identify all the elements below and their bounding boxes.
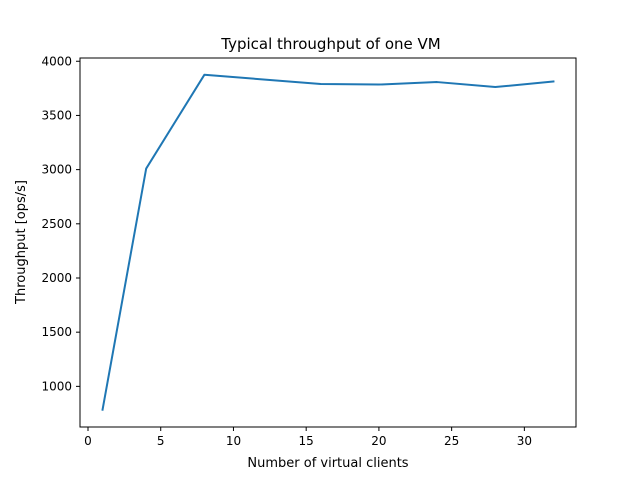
x-tick-label: 25 [444, 434, 459, 448]
y-tick-label: 3500 [41, 108, 72, 122]
x-tick-label: 15 [299, 434, 314, 448]
axes-frame [79, 57, 577, 428]
x-tick-label: 10 [226, 434, 241, 448]
y-tick-label: 1500 [41, 325, 72, 339]
plot-area [79, 57, 577, 428]
chart-title: Typical throughput of one VM [220, 35, 441, 53]
y-axis: 1000 1500 2000 2500 3000 3500 4000 [41, 54, 80, 393]
x-axis: 0 5 10 15 20 25 30 [84, 427, 532, 448]
y-tick-label: 2500 [41, 217, 72, 231]
x-tick-label: 0 [84, 434, 92, 448]
y-tick-label: 2000 [41, 271, 72, 285]
y-tick-label: 1000 [41, 379, 72, 393]
x-tick-label: 20 [371, 434, 386, 448]
series-line-0 [101, 73, 555, 411]
y-tick-label: 4000 [41, 54, 72, 68]
x-tick-label: 5 [157, 434, 165, 448]
y-tick-label: 3000 [41, 163, 72, 177]
x-tick-label: 30 [517, 434, 532, 448]
y-axis-label: Throughput [ops/s] [14, 180, 29, 305]
x-axis-label: Number of virtual clients [247, 456, 408, 471]
